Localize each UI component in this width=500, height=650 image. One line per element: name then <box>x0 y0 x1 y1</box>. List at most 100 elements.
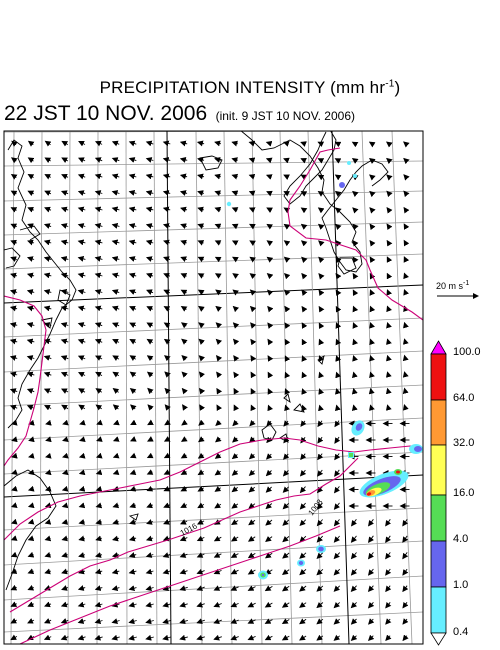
wind-arrow <box>163 338 171 345</box>
wind-arrow <box>403 321 409 329</box>
wind-arrow <box>335 240 342 247</box>
time-header: 22 JST 10 NOV. 2006 (init. 9 JST 10 NOV.… <box>4 102 355 126</box>
wind-arrow <box>385 568 392 576</box>
wind-arrow <box>368 141 376 148</box>
wind-arrow <box>26 404 35 411</box>
wind-arrow <box>352 207 359 214</box>
wind-arrow <box>369 256 376 264</box>
wind-arrow <box>317 190 325 197</box>
wind-arrow <box>60 239 69 246</box>
wind-arrow <box>179 190 188 196</box>
wind-arrow <box>77 585 86 591</box>
wind-arrow <box>317 158 325 164</box>
wind-arrow <box>402 519 409 527</box>
wind-arrow <box>334 404 341 412</box>
wind-arrow <box>301 305 308 313</box>
wind-arrow <box>9 305 18 312</box>
graticule <box>4 131 423 644</box>
wind-arrow <box>350 601 358 609</box>
wind-arrow <box>265 535 273 543</box>
wind-arrow <box>181 355 188 362</box>
wind-arrow <box>301 289 308 296</box>
wind-arrow <box>250 355 257 362</box>
wind-arrow <box>352 289 359 297</box>
wind-arrow <box>79 419 86 426</box>
wind-arrow <box>60 223 69 229</box>
wind-arrow <box>94 289 103 295</box>
wind-arrow <box>44 518 52 525</box>
wind-arrow <box>265 469 273 477</box>
wind-arrow <box>230 535 239 542</box>
wind-arrow <box>78 404 86 411</box>
wind-arrow <box>44 140 52 147</box>
wind-arrow <box>77 190 86 196</box>
wind-arrow <box>180 273 188 279</box>
wind-arrow <box>112 388 120 394</box>
wind-arrow <box>61 157 69 163</box>
wind-arrow <box>197 289 205 296</box>
wind-arrow <box>317 174 325 181</box>
wind-arrow <box>266 453 273 460</box>
wind-arrow <box>10 551 18 558</box>
wind-arrow <box>62 436 69 443</box>
wind-arrow <box>111 601 120 608</box>
wind-arrow <box>111 222 120 229</box>
wind-arrow <box>231 502 239 509</box>
wind-arrow <box>316 634 324 641</box>
wind-arrow <box>129 371 137 378</box>
wind-arrow <box>386 190 393 198</box>
wind-arrow <box>402 552 409 560</box>
wind-arrow <box>27 568 35 575</box>
wind-arrow <box>403 141 410 148</box>
wind-arrow <box>369 289 376 296</box>
wind-arrow <box>10 584 18 591</box>
wind-arrow <box>300 141 307 147</box>
wind-arrow <box>214 240 222 246</box>
wind-arrow <box>267 388 274 395</box>
wind-arrow <box>197 469 205 476</box>
wind-arrow <box>300 453 307 461</box>
wind-arrow <box>111 190 120 196</box>
wind-arrow <box>94 239 103 246</box>
wind-arrow <box>316 601 324 609</box>
wind-arrow <box>95 371 103 378</box>
wind-arrow <box>213 552 222 558</box>
wind-arrow <box>233 355 240 362</box>
wind-arrow <box>60 634 69 641</box>
wind-arrow <box>26 322 35 328</box>
wind-arrow <box>61 568 69 575</box>
wind-arrow <box>77 223 86 229</box>
wind-arrow <box>179 173 188 180</box>
wind-arrow <box>333 568 341 576</box>
wind-arrow <box>77 173 86 180</box>
wind-arrow <box>146 306 153 312</box>
wind-arrow <box>61 502 69 509</box>
wind-arrow <box>299 469 307 477</box>
wind-arrow <box>264 601 273 608</box>
wind-arrow <box>299 585 307 592</box>
wind-arrow <box>386 174 393 181</box>
wind-arrow <box>111 272 120 279</box>
wind-arrow <box>266 273 274 280</box>
wind-arrow <box>26 289 35 295</box>
wind-arrow <box>232 436 239 443</box>
wind-arrow <box>44 568 51 575</box>
wind-arrow <box>318 273 325 280</box>
wind-arrow <box>94 173 103 180</box>
colorbar-label-16: 16.0 <box>453 487 475 499</box>
wind-arrow <box>197 190 205 196</box>
wind-arrow <box>128 223 137 229</box>
wind-arrow <box>265 502 273 510</box>
wind-arrow <box>214 157 222 163</box>
wind-arrow <box>164 387 171 395</box>
wind-arrow <box>9 371 18 378</box>
wind-arrow <box>43 404 52 411</box>
wind-arrow <box>77 634 86 641</box>
wind-arrow <box>386 272 393 280</box>
wind-arrow <box>199 404 206 411</box>
wind-arrow <box>402 535 409 543</box>
wind-arrow <box>316 535 324 543</box>
wind-arrow <box>334 388 341 395</box>
wind-arrow <box>334 141 342 148</box>
wind-arrow <box>231 452 239 460</box>
